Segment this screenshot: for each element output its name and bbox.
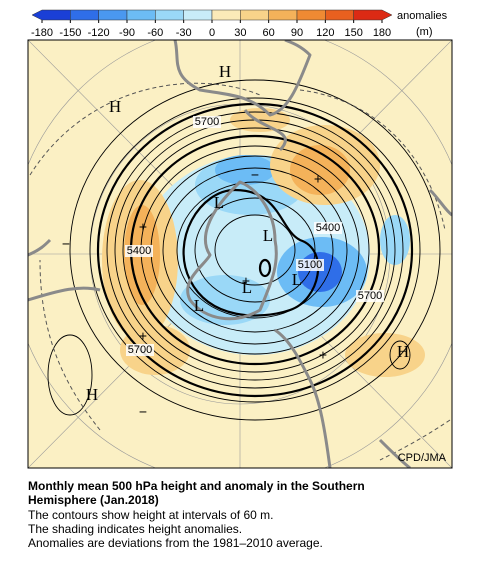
colorbar-segment — [126, 9, 156, 21]
colorbar-segment — [31, 9, 71, 21]
colorbar-segment — [183, 9, 213, 21]
contour-label: 5700 — [195, 116, 219, 128]
colorbar-segment — [240, 9, 269, 21]
colorbar-tick-label: 90 — [291, 27, 303, 39]
colorbar-tick-label: -90 — [119, 27, 135, 39]
pressure-center: H — [86, 385, 98, 404]
anomaly-sign: + — [314, 171, 322, 187]
contour-label-bg — [126, 344, 154, 356]
figure: -180 -150 -120 -90 -60 -30 0 30 60 90 120 150 180 ano… — [27, 9, 453, 469]
pressure-center: L — [194, 296, 204, 315]
colorbar-title: anomalies — [397, 10, 448, 22]
anomaly-sign: − — [62, 236, 70, 252]
pressure-center: H — [397, 342, 409, 361]
colorbar-segment — [155, 9, 184, 21]
anomaly-sign: − — [251, 167, 259, 183]
caption-line: Anomalies are deviations from the 1981–2… — [28, 536, 323, 550]
contour-label: 5700 — [358, 290, 382, 302]
pressure-center: L — [214, 193, 224, 212]
contour-label-bg — [193, 116, 221, 128]
caption-line: The shading indicates height anomalies. — [28, 522, 243, 536]
anomaly-sign: + — [139, 328, 147, 344]
colorbar-unit: (m) — [416, 26, 433, 38]
colorbar-segment — [353, 9, 393, 21]
colorbar-tick-label: -60 — [147, 27, 163, 39]
caption-title: Monthly mean 500 hPa height and anomaly … — [28, 479, 365, 493]
contour-label: 5400 — [127, 245, 151, 257]
colorbar-segment — [296, 9, 326, 21]
caption-line: The contours show height at intervals of… — [28, 508, 274, 522]
contour-label-bg — [125, 245, 153, 257]
colorbar-tick-label: 120 — [316, 27, 334, 39]
colorbar-tick-label: 180 — [373, 27, 391, 39]
anomaly-sign: − — [139, 404, 147, 420]
contour-label-bg — [296, 259, 324, 271]
colorbar-tick-label: -180 — [31, 27, 53, 39]
colorbar-tick-label: -120 — [88, 27, 110, 39]
colorbar-tick-label: 0 — [209, 27, 215, 39]
colorbar-tick-label: -30 — [176, 27, 192, 39]
colorbar-segment — [325, 9, 354, 21]
anomaly-sign: + — [139, 219, 147, 235]
pressure-center: H — [109, 97, 121, 116]
colorbar-tick-label: 30 — [234, 27, 246, 39]
colorbar-segment — [268, 9, 298, 21]
anomaly-sign: + — [319, 347, 327, 363]
contour-label-bg — [314, 222, 342, 234]
colorbar-tick-label: 60 — [263, 27, 275, 39]
anomaly-sign: + — [242, 273, 250, 289]
credit: CPD/JMA — [398, 452, 447, 464]
contour-label: 5400 — [316, 222, 340, 234]
map — [28, 40, 452, 468]
colorbar-segment — [70, 9, 99, 21]
contour-label: 5700 — [128, 344, 152, 356]
pressure-center: H — [219, 62, 231, 81]
colorbar-tick-label: -150 — [59, 27, 81, 39]
contour-label: 5100 — [298, 259, 322, 271]
pressure-center: L — [263, 226, 273, 245]
colorbar-tick-label: 150 — [344, 27, 362, 39]
pressure-center: L — [242, 278, 252, 297]
pressure-center: L — [292, 270, 302, 289]
colorbar-segment — [98, 9, 128, 21]
caption-title: Hemisphere (Jan.2018) — [28, 493, 159, 507]
contour-label-bg — [356, 290, 384, 302]
colorbar-segment — [211, 9, 241, 21]
